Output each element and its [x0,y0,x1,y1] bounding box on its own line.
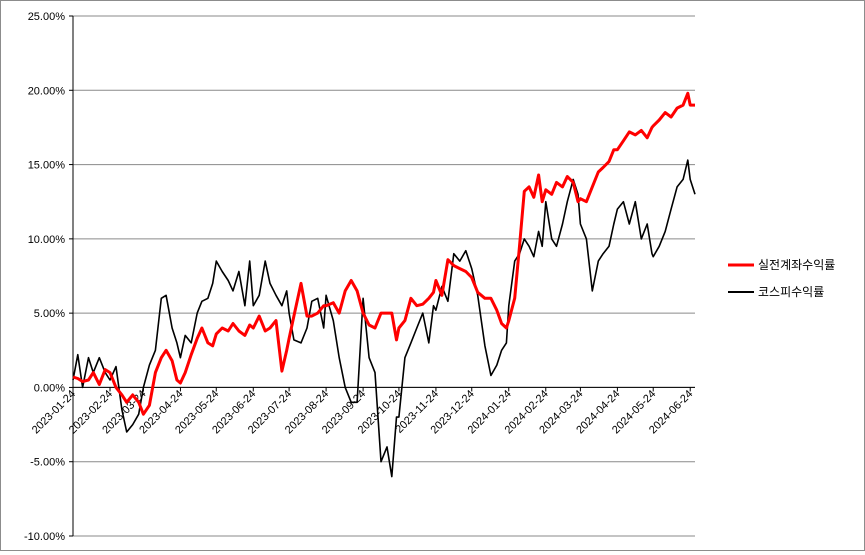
y-tick-label: 5.00% [34,308,65,320]
y-tick-label: 20.00% [28,85,66,97]
series-line [72,159,696,478]
y-tick-label: 0.00% [34,382,65,394]
legend-label: 코스피수익률 [758,285,824,299]
y-tick-label: -5.00% [30,457,65,469]
y-tick-label: -10.00% [24,531,65,543]
series-line [72,91,695,416]
y-tick-label: 25.00% [28,11,66,23]
legend-label: 실전계좌수익률 [758,258,835,272]
grid-lines [73,15,695,537]
axes [69,15,695,537]
series-lines [72,91,696,478]
y-tick-labels: -10.00% -5.00% 0.00% 5.00% 10.00% 15.00% 20.00… [24,11,65,543]
y-tick-label: 10.00% [28,234,66,246]
y-tick-label: 15.00% [28,160,66,172]
